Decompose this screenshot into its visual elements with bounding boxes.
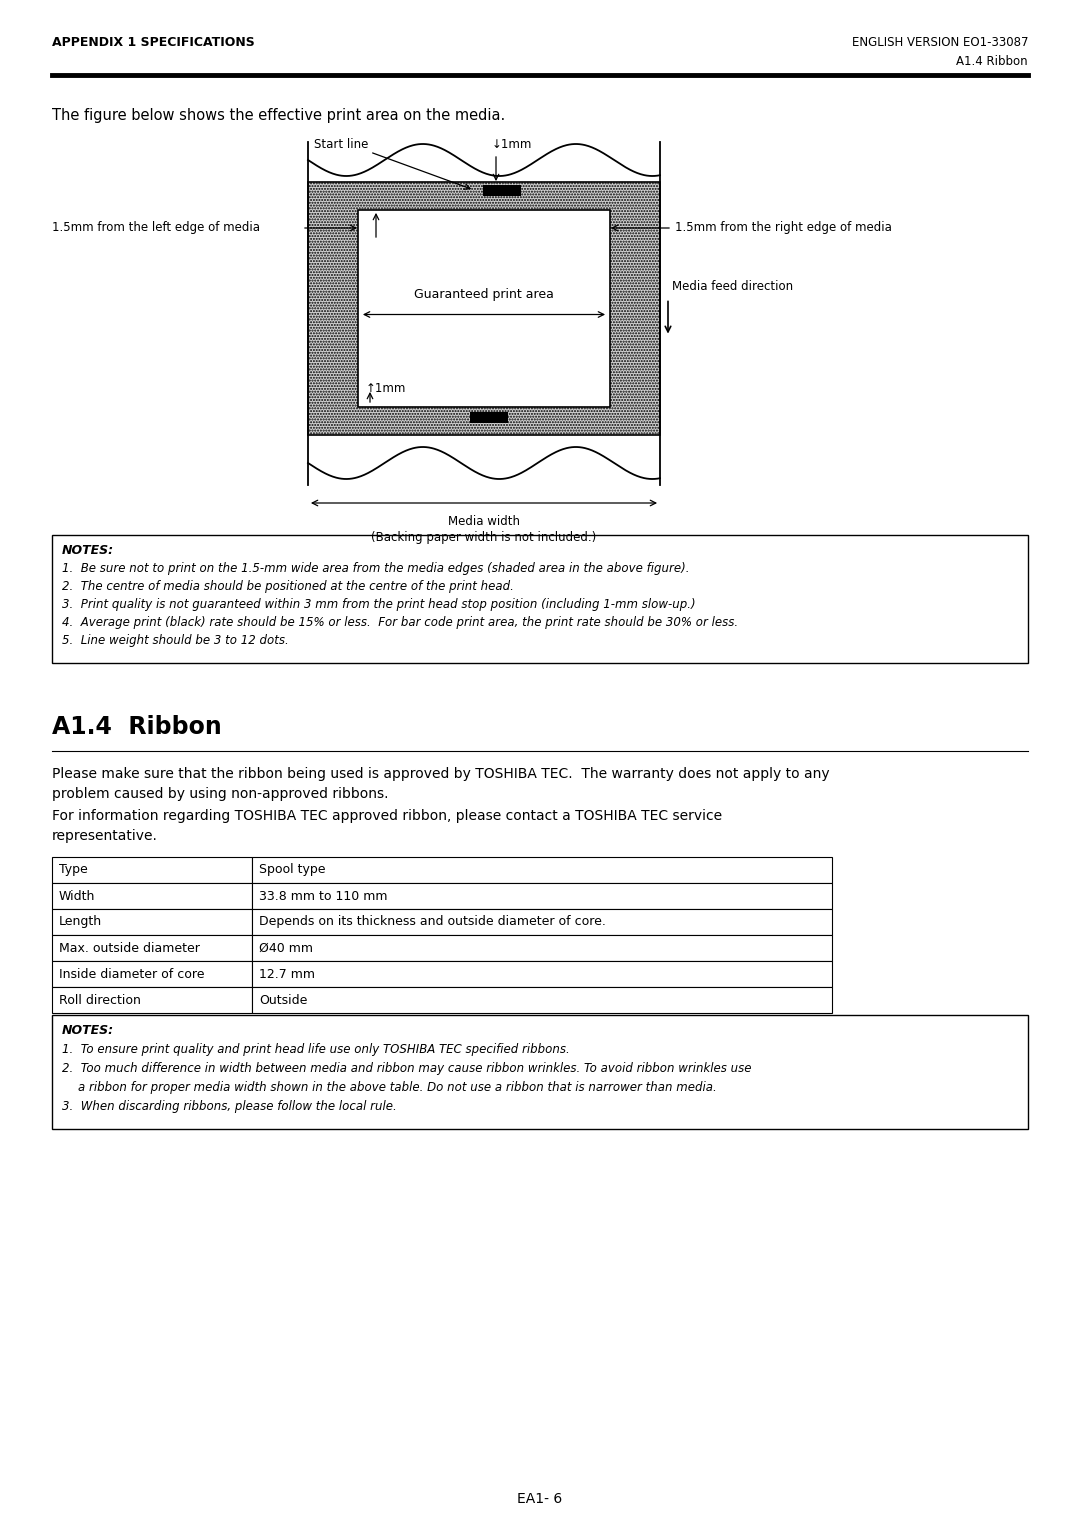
Bar — [252, 909, 832, 935]
Bar — [52, 987, 252, 1013]
Text: Max. outside diameter: Max. outside diameter — [59, 941, 200, 955]
Text: A1.4  Ribbon: A1.4 Ribbon — [52, 715, 221, 740]
Text: Roll direction: Roll direction — [59, 993, 140, 1007]
Bar — [252, 987, 832, 1013]
Text: NOTES:: NOTES: — [62, 544, 114, 558]
Bar — [52, 857, 252, 883]
Text: For information regarding TOSHIBA TEC approved ribbon, please contact a TOSHIBA : For information regarding TOSHIBA TEC ap… — [52, 808, 723, 824]
Text: 5.  Line weight should be 3 to 12 dots.: 5. Line weight should be 3 to 12 dots. — [62, 634, 288, 646]
Text: Length: Length — [59, 915, 103, 929]
Text: representative.: representative. — [52, 830, 158, 843]
Text: Guaranteed print area: Guaranteed print area — [414, 287, 554, 301]
Text: EA1- 6: EA1- 6 — [517, 1491, 563, 1507]
Bar — [52, 535, 1028, 663]
Bar — [52, 909, 252, 935]
Bar — [483, 185, 521, 196]
Bar — [252, 961, 832, 987]
Text: Start line: Start line — [313, 138, 368, 150]
Bar — [357, 209, 610, 406]
Text: Inside diameter of core: Inside diameter of core — [59, 967, 204, 981]
Text: APPENDIX 1 SPECIFICATIONS: APPENDIX 1 SPECIFICATIONS — [52, 37, 255, 49]
Text: Ø40 mm: Ø40 mm — [259, 941, 313, 955]
Text: Please make sure that the ribbon being used is approved by TOSHIBA TEC.  The war: Please make sure that the ribbon being u… — [52, 767, 829, 781]
Bar — [52, 961, 252, 987]
Text: ENGLISH VERSION EO1-33087: ENGLISH VERSION EO1-33087 — [851, 37, 1028, 49]
Text: (Backing paper width is not included.): (Backing paper width is not included.) — [372, 532, 596, 544]
Text: NOTES:: NOTES: — [62, 1024, 114, 1038]
Bar — [470, 413, 508, 423]
Bar — [52, 1015, 1028, 1129]
Bar — [308, 182, 660, 435]
Text: Depends on its thickness and outside diameter of core.: Depends on its thickness and outside dia… — [259, 915, 606, 929]
Text: 3.  When discarding ribbons, please follow the local rule.: 3. When discarding ribbons, please follo… — [62, 1100, 396, 1112]
Text: Media feed direction: Media feed direction — [672, 280, 793, 293]
Text: 1.  Be sure not to print on the 1.5-mm wide area from the media edges (shaded ar: 1. Be sure not to print on the 1.5-mm wi… — [62, 562, 689, 575]
Text: Width: Width — [59, 889, 95, 903]
Text: Media width: Media width — [448, 515, 519, 529]
Text: 3.  Print quality is not guaranteed within 3 mm from the print head stop positio: 3. Print quality is not guaranteed withi… — [62, 597, 696, 611]
Text: A1.4 Ribbon: A1.4 Ribbon — [957, 55, 1028, 69]
Text: Type: Type — [59, 863, 87, 877]
Text: Spool type: Spool type — [259, 863, 325, 877]
Bar — [252, 883, 832, 909]
Text: 1.  To ensure print quality and print head life use only TOSHIBA TEC specified r: 1. To ensure print quality and print hea… — [62, 1044, 570, 1056]
Text: Outside: Outside — [259, 993, 308, 1007]
Text: 1.5mm from the left edge of media: 1.5mm from the left edge of media — [52, 222, 260, 234]
Text: a ribbon for proper media width shown in the above table. Do not use a ribbon th: a ribbon for proper media width shown in… — [78, 1080, 717, 1094]
Text: ↑1mm: ↑1mm — [366, 382, 406, 396]
Text: 12.7 mm: 12.7 mm — [259, 967, 315, 981]
Bar — [252, 857, 832, 883]
Text: 2.  The centre of media should be positioned at the centre of the print head.: 2. The centre of media should be positio… — [62, 581, 514, 593]
Text: 2.  Too much difference in width between media and ribbon may cause ribbon wrink: 2. Too much difference in width between … — [62, 1062, 752, 1076]
Text: 33.8 mm to 110 mm: 33.8 mm to 110 mm — [259, 889, 388, 903]
Text: ↓1mm: ↓1mm — [492, 138, 532, 150]
Text: problem caused by using non-approved ribbons.: problem caused by using non-approved rib… — [52, 787, 389, 801]
Text: 1.5mm from the right edge of media: 1.5mm from the right edge of media — [675, 222, 892, 234]
Bar — [52, 883, 252, 909]
Text: 4.  Average print (black) rate should be 15% or less.  For bar code print area, : 4. Average print (black) rate should be … — [62, 616, 738, 630]
Bar — [52, 935, 252, 961]
Bar — [252, 935, 832, 961]
Text: The figure below shows the effective print area on the media.: The figure below shows the effective pri… — [52, 108, 505, 122]
